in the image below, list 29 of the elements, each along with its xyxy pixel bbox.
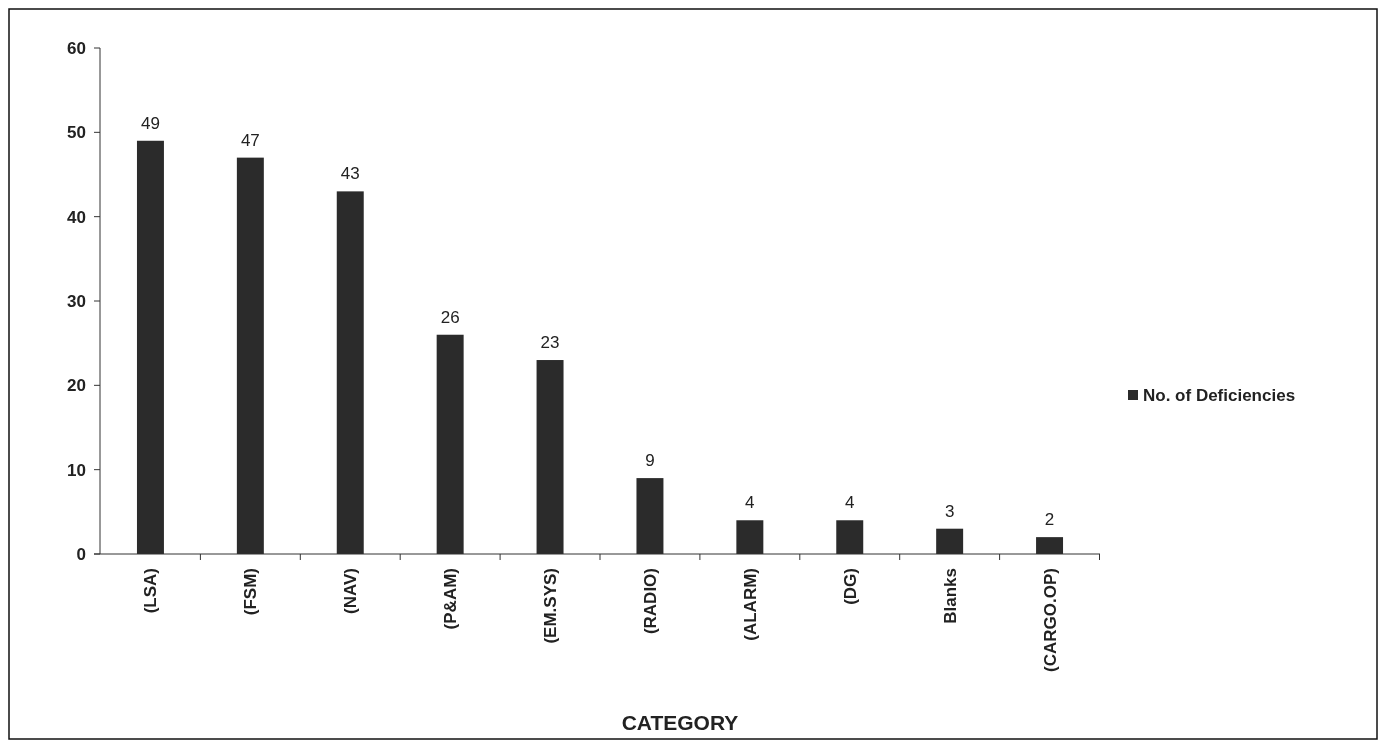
y-tick-label: 10 bbox=[67, 460, 86, 480]
data-label: 3 bbox=[944, 501, 955, 521]
data-label: 23 bbox=[540, 333, 560, 353]
data-label: 26 bbox=[440, 307, 460, 327]
x-tick-label: (CARGO.OP) bbox=[1040, 568, 1060, 672]
data-label: 9 bbox=[645, 451, 655, 471]
y-tick-label: 0 bbox=[76, 544, 86, 564]
x-tick-label: (ALARM) bbox=[740, 568, 760, 641]
x-tick-label: (LSA) bbox=[141, 568, 161, 614]
x-tick-label: (P&AM) bbox=[441, 568, 461, 630]
data-label: 49 bbox=[140, 113, 160, 133]
x-tick-label: (NAV) bbox=[341, 568, 361, 614]
x-tick-label: (RADIO) bbox=[640, 568, 660, 635]
x-tick-label: (FSM) bbox=[241, 568, 261, 616]
x-axis-title: CATEGORY bbox=[621, 711, 739, 734]
x-tick-label: (EM.SYS) bbox=[541, 568, 560, 644]
data-label: 2 bbox=[1044, 510, 1055, 530]
data-label: 4 bbox=[845, 493, 855, 513]
data-label: 4 bbox=[745, 493, 755, 513]
y-tick-label: 50 bbox=[67, 123, 86, 143]
y-tick-label: 60 bbox=[67, 38, 86, 58]
y-tick-label: 40 bbox=[67, 207, 86, 227]
x-tick-label: Blanks bbox=[940, 568, 960, 624]
legend-label: No. of Deficiencies bbox=[1143, 385, 1296, 405]
x-tick-label: (DG) bbox=[840, 568, 860, 605]
y-tick-label: 20 bbox=[67, 376, 86, 396]
data-label: 47 bbox=[240, 130, 260, 150]
y-tick-label: 30 bbox=[67, 291, 86, 311]
data-label: 43 bbox=[340, 164, 360, 184]
